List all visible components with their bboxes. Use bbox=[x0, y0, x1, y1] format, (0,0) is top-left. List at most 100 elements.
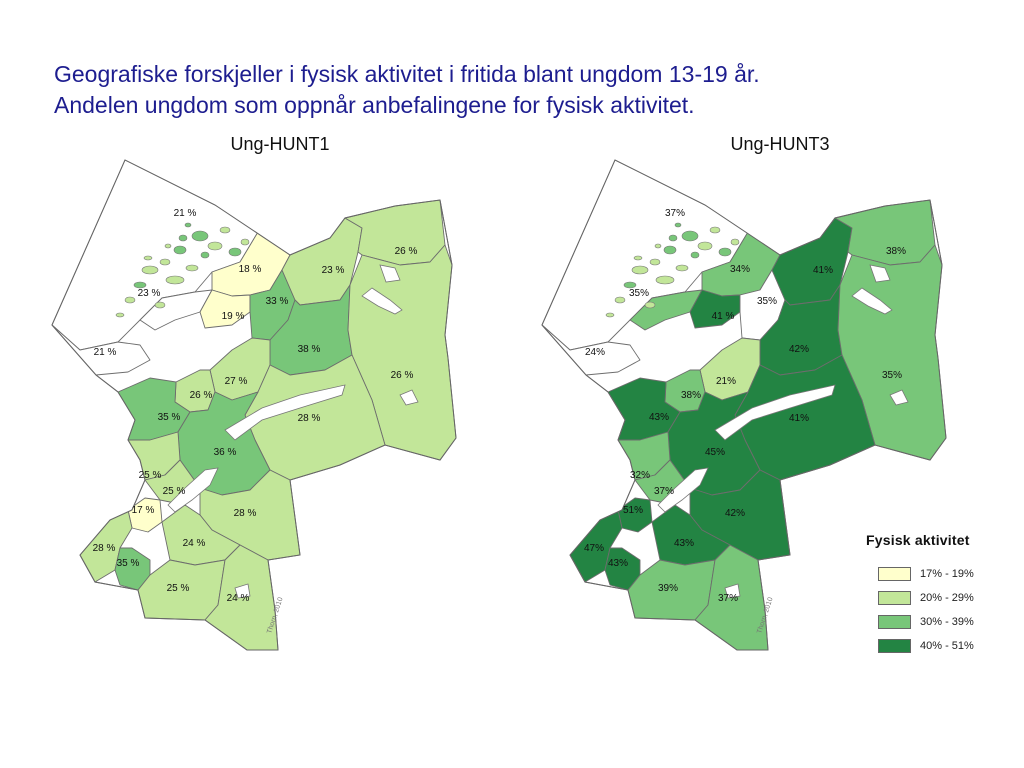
map-border bbox=[541, 159, 947, 651]
region-percent-label: 33 % bbox=[266, 296, 289, 307]
legend-swatch bbox=[878, 591, 911, 605]
region-percent-label: 36 % bbox=[214, 447, 237, 458]
region-percent-label: 27 % bbox=[225, 376, 248, 387]
water-body bbox=[851, 287, 893, 315]
region-percent-label: 24 % bbox=[227, 593, 250, 604]
island bbox=[219, 226, 231, 234]
map-regions bbox=[52, 160, 456, 650]
island bbox=[154, 301, 166, 309]
island bbox=[207, 241, 223, 251]
island bbox=[674, 222, 682, 228]
region-percent-label: 23 % bbox=[322, 265, 345, 276]
island bbox=[655, 275, 675, 285]
map-border bbox=[51, 159, 457, 651]
region-percent-label: 51% bbox=[623, 505, 643, 516]
water-body bbox=[379, 264, 401, 283]
region-percent-label: 43% bbox=[649, 412, 669, 423]
region-percent-label: 45% bbox=[705, 447, 725, 458]
region-percent-label: 35% bbox=[757, 296, 777, 307]
island bbox=[730, 238, 740, 246]
island bbox=[663, 245, 677, 255]
region-percent-label: 42% bbox=[725, 508, 745, 519]
legend-label: 17% - 19% bbox=[920, 568, 974, 580]
region-percent-label: 25 % bbox=[167, 583, 190, 594]
legend-title: Fysisk aktivitet bbox=[866, 532, 970, 548]
region-percent-label: 38 % bbox=[298, 344, 321, 355]
region-percent-label: 32% bbox=[630, 470, 650, 481]
water-body bbox=[167, 467, 219, 513]
island bbox=[631, 265, 649, 275]
island bbox=[681, 230, 699, 242]
island bbox=[668, 234, 678, 242]
water-body bbox=[399, 389, 419, 406]
region-percent-label: 21 % bbox=[174, 208, 197, 219]
legend-label: 40% - 51% bbox=[920, 640, 974, 652]
region-percent-label: 25 % bbox=[163, 486, 186, 497]
water-body bbox=[361, 287, 403, 315]
island bbox=[690, 251, 700, 259]
map-ung-hunt3: 37% 34% 35% 41 % 35% 41% 38% 24% 42% 21% 38% 35% 43%… bbox=[541, 159, 947, 651]
legend-swatch bbox=[878, 567, 911, 581]
island bbox=[178, 234, 188, 242]
legend-item: 40% - 51% bbox=[866, 634, 1006, 658]
region-percent-label: 37% bbox=[654, 486, 674, 497]
region-percent-label: 28 % bbox=[93, 543, 116, 554]
island bbox=[633, 255, 643, 261]
region-percent-label: 43% bbox=[674, 538, 694, 549]
legend-swatch bbox=[878, 615, 911, 629]
region-percent-label: 18 % bbox=[239, 264, 262, 275]
water-body bbox=[724, 583, 741, 599]
water-body bbox=[657, 467, 709, 513]
region-percent-label: 28 % bbox=[298, 413, 321, 424]
region-percent-label: 39% bbox=[658, 583, 678, 594]
island bbox=[228, 247, 242, 257]
region-percent-label: 41% bbox=[789, 413, 809, 424]
region-percent-label: 23 % bbox=[138, 288, 161, 299]
region-percent-label: 35% bbox=[629, 288, 649, 299]
title-line-1: Geografiske forskjeller i fysisk aktivit… bbox=[54, 61, 760, 87]
map-title-ung-hunt1: Ung-HUNT1 bbox=[230, 134, 330, 154]
map-ung-hunt1: 21 % 18 % 23 % 19 % 33 % 23 % 26 % 21 % 38 % 27 %… bbox=[51, 159, 457, 651]
legend-item: 17% - 19% bbox=[866, 562, 1006, 586]
region-percent-label: 43% bbox=[608, 558, 628, 569]
region-percent-label: 37% bbox=[718, 593, 738, 604]
island bbox=[697, 241, 713, 251]
region-percent-label: 35 % bbox=[158, 412, 181, 423]
region-percent-label: 35% bbox=[882, 370, 902, 381]
legend-label: 20% - 29% bbox=[920, 592, 974, 604]
region-percent-label: 38% bbox=[681, 390, 701, 401]
island bbox=[165, 275, 185, 285]
island bbox=[124, 296, 136, 304]
region-percent-label: 41% bbox=[813, 265, 833, 276]
island bbox=[159, 258, 171, 266]
municipality-region bbox=[542, 324, 641, 376]
island bbox=[649, 258, 661, 266]
island bbox=[143, 255, 153, 261]
region-percent-label: 42% bbox=[789, 344, 809, 355]
island bbox=[191, 230, 209, 242]
legend: Fysisk aktivitet 17% - 19% 20% - 29% 30%… bbox=[866, 532, 1006, 658]
region-percent-label: 21 % bbox=[94, 347, 117, 358]
region-percent-label: 19 % bbox=[222, 311, 245, 322]
legend-item: 30% - 39% bbox=[866, 610, 1006, 634]
island bbox=[240, 238, 250, 246]
water-body bbox=[869, 264, 891, 283]
legend-swatch bbox=[878, 639, 911, 653]
title-line-2: Andelen ungdom som oppnår anbefalingene … bbox=[54, 92, 695, 118]
island bbox=[133, 281, 147, 289]
region-percent-label: 24% bbox=[585, 347, 605, 358]
region-percent-label: 17 % bbox=[132, 505, 155, 516]
island bbox=[614, 296, 626, 304]
water-body bbox=[234, 583, 251, 599]
region-percent-label: 37% bbox=[665, 208, 685, 219]
municipality-region bbox=[52, 324, 151, 376]
region-percent-label: 41 % bbox=[712, 311, 735, 322]
region-percent-label: 25 % bbox=[139, 470, 162, 481]
municipality-region bbox=[604, 547, 641, 591]
region-percent-label: 38% bbox=[886, 246, 906, 257]
island bbox=[185, 264, 199, 272]
region-percent-label: 34% bbox=[730, 264, 750, 275]
slide-title: Geografiske forskjeller i fysisk aktivit… bbox=[54, 59, 760, 121]
island bbox=[184, 222, 192, 228]
